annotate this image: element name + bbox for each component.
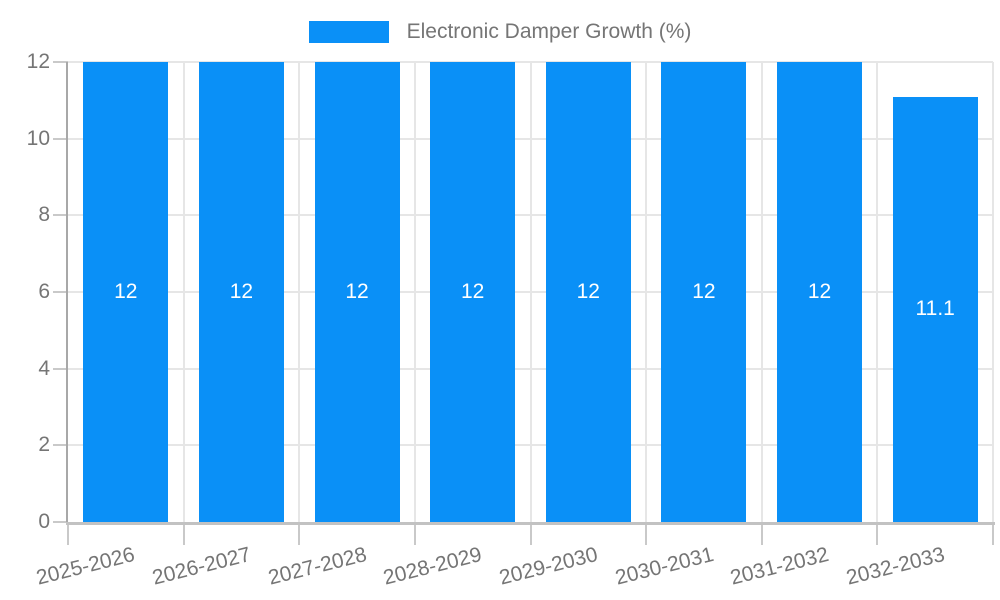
v-gridline (182, 62, 185, 522)
x-tick-label: 2026-2027 (149, 543, 254, 590)
x-axis-tick (413, 524, 416, 545)
bar[interactable]: 12 (83, 62, 169, 522)
bar-value-label: 12 (345, 280, 369, 303)
bar-value-label: 11.1 (915, 297, 955, 321)
y-tick-label: 0 (38, 510, 50, 533)
y-tick-label: 8 (38, 203, 50, 227)
v-gridline (298, 62, 301, 522)
x-tick-label: 2030-2031 (612, 543, 716, 590)
y-axis-line (66, 62, 68, 524)
y-tick-label: 4 (38, 356, 50, 380)
legend-swatch (308, 21, 389, 43)
v-gridline (876, 62, 879, 522)
x-axis-tick (529, 524, 532, 545)
bar-value-label: 12 (692, 280, 716, 303)
bar[interactable]: 11.1 (892, 96, 978, 522)
bar[interactable]: 12 (777, 62, 863, 522)
x-tick-label: 2032-2033 (843, 543, 947, 590)
x-tick-label: 2025-2026 (34, 543, 138, 590)
x-axis-tick (67, 524, 69, 545)
x-axis-tick (298, 524, 301, 545)
x-tick-label: 2031-2032 (728, 543, 832, 590)
y-tick-label: 6 (38, 280, 50, 303)
y-axis-tick (53, 214, 68, 217)
legend: Electronic Damper Growth (%) (0, 20, 1000, 44)
x-axis-tick (992, 524, 994, 545)
y-axis-tick (53, 61, 68, 63)
v-gridline (413, 62, 416, 522)
bar[interactable]: 12 (661, 62, 747, 522)
y-axis-tick (53, 521, 68, 523)
y-axis-tick (53, 291, 68, 293)
y-tick-label: 10 (26, 126, 50, 150)
y-tick-label: 12 (26, 50, 50, 73)
x-axis-tick (760, 524, 763, 545)
bar-value-label: 12 (807, 280, 832, 303)
x-axis-line (66, 522, 995, 525)
y-axis-tick (53, 367, 68, 370)
v-gridline (645, 62, 648, 522)
y-tick-label: 2 (38, 433, 50, 457)
x-tick-label: 2027-2028 (265, 543, 369, 590)
bar[interactable]: 12 (314, 62, 400, 522)
x-axis-tick (876, 524, 879, 545)
x-axis-tick (645, 524, 648, 545)
v-gridline (760, 62, 763, 522)
bar-value-label: 12 (114, 280, 138, 303)
bar[interactable]: 12 (198, 62, 284, 522)
x-tick-label: 2029-2030 (496, 543, 600, 590)
y-axis-tick (53, 444, 68, 447)
v-gridline (992, 62, 994, 522)
v-gridline (529, 62, 532, 522)
legend-label: Electronic Damper Growth (%) (406, 20, 692, 43)
x-axis-tick (182, 524, 185, 545)
x-tick-label: 2028-2029 (381, 543, 485, 590)
bar-value-label: 12 (461, 280, 485, 303)
bar[interactable]: 12 (545, 62, 631, 522)
bar[interactable]: 12 (430, 62, 516, 522)
bar-value-label: 12 (576, 280, 600, 303)
bar-value-label: 12 (229, 280, 254, 303)
y-axis-tick (53, 137, 68, 140)
